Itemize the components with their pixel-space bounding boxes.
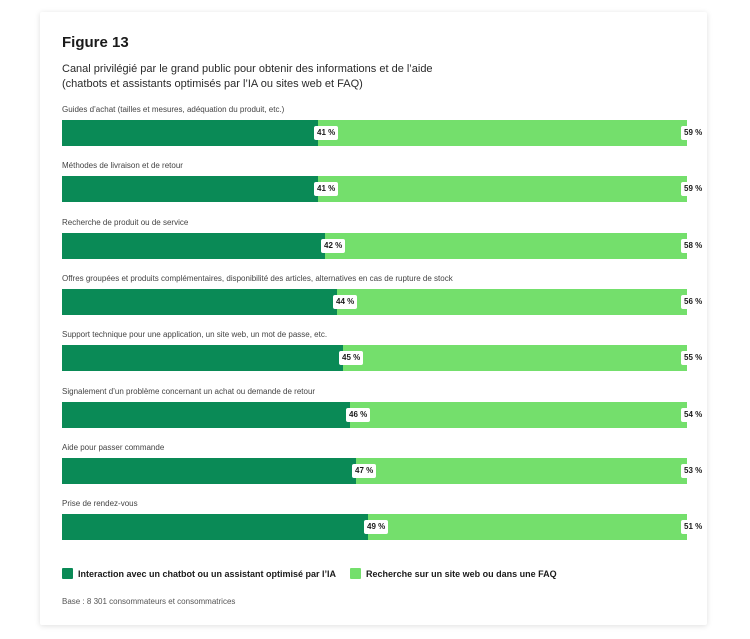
bar-row: 41 % 59 % bbox=[62, 176, 706, 203]
bar-segment-chatbot bbox=[62, 345, 343, 372]
value-label-chatbot: 45 % bbox=[339, 351, 364, 366]
chart-subtitle: Canal privilégié par le grand public pou… bbox=[62, 62, 662, 92]
bar-segment-website bbox=[350, 401, 687, 428]
legend-swatch-website bbox=[350, 568, 362, 579]
category-label: Méthodes de livraison et de retour bbox=[62, 161, 183, 171]
value-label-chatbot: 47 % bbox=[352, 463, 377, 478]
value-label-website: 55 % bbox=[681, 351, 706, 366]
bar-row: 41 % 59 % bbox=[62, 120, 706, 146]
bar-segment-website bbox=[343, 345, 687, 372]
stacked-bar-chart: Guides d’achat (tailles et mesures, adéq… bbox=[40, 12, 707, 612]
category-label: Offres groupées et produits complémentai… bbox=[62, 273, 453, 283]
bar-row: 45 % 55 % bbox=[62, 345, 706, 372]
value-label-website: 54 % bbox=[681, 407, 706, 422]
legend-item-chatbot: Interaction avec un chatbot ou un assist… bbox=[62, 568, 336, 579]
bar-segment-website bbox=[318, 176, 687, 203]
bar-segment-chatbot bbox=[62, 401, 350, 428]
value-label-website: 58 % bbox=[681, 238, 706, 253]
value-label-website: 53 % bbox=[681, 463, 706, 478]
value-label-website: 56 % bbox=[681, 294, 706, 309]
bar-segment-chatbot bbox=[62, 514, 368, 541]
category-label: Aide pour passer commande bbox=[62, 442, 165, 452]
bar-row: 49 % 51 % bbox=[62, 514, 706, 541]
bar-segment-chatbot bbox=[62, 232, 325, 259]
category-label: Prise de rendez-vous bbox=[62, 499, 138, 509]
bar-segment-website bbox=[368, 514, 687, 541]
category-label: Signalement d’un problème concernant un … bbox=[62, 386, 316, 396]
bar-row: 42 % 58 % bbox=[62, 232, 706, 259]
value-label-chatbot: 44 % bbox=[333, 294, 358, 309]
subtitle-line-1: Canal privilégié par le grand public pou… bbox=[62, 63, 433, 75]
value-label-website: 59 % bbox=[681, 126, 706, 140]
bar-segment-chatbot bbox=[62, 120, 318, 146]
base-note: Base : 8 301 consommateurs et consommatr… bbox=[62, 597, 236, 606]
category-label: Guides d’achat (tailles et mesures, adéq… bbox=[62, 105, 285, 114]
value-label-chatbot: 41 % bbox=[314, 126, 339, 140]
legend-swatch-chatbot bbox=[62, 568, 73, 579]
bar-segment-chatbot bbox=[62, 457, 356, 484]
value-label-website: 59 % bbox=[681, 182, 706, 197]
legend-label-chatbot: Interaction avec un chatbot ou un assist… bbox=[78, 568, 337, 579]
figure-card: Figure 13 Canal privilégié par le grand … bbox=[40, 12, 707, 625]
value-label-chatbot: 49 % bbox=[364, 520, 389, 535]
bar-segment-chatbot bbox=[62, 176, 318, 203]
bar-row: 47 % 53 % bbox=[62, 457, 706, 484]
bar-row: 46 % 54 % bbox=[62, 401, 706, 428]
value-label-chatbot: 42 % bbox=[321, 238, 346, 253]
bar-segment-website bbox=[337, 288, 687, 315]
value-label-chatbot: 46 % bbox=[346, 407, 371, 422]
value-label-website: 51 % bbox=[681, 520, 706, 535]
bar-row: 44 % 56 % bbox=[62, 288, 706, 315]
category-label: Support technique pour une application, … bbox=[62, 330, 328, 340]
legend-item-website: Recherche sur un site web ou dans une FA… bbox=[350, 568, 557, 579]
legend-label-website: Recherche sur un site web ou dans une FA… bbox=[366, 568, 557, 579]
subtitle-line-2: (chatbots et assistants optimisés par l’… bbox=[62, 78, 363, 90]
bar-segment-chatbot bbox=[62, 288, 337, 315]
bar-segment-website bbox=[325, 232, 687, 259]
chart-legend: Interaction avec un chatbot ou un assist… bbox=[62, 568, 571, 579]
bar-segment-website bbox=[356, 457, 687, 484]
value-label-chatbot: 41 % bbox=[314, 182, 339, 197]
figure-title: Figure 13 bbox=[62, 34, 129, 51]
category-label: Recherche de produit ou de service bbox=[62, 217, 189, 227]
bar-segment-website bbox=[318, 120, 687, 146]
